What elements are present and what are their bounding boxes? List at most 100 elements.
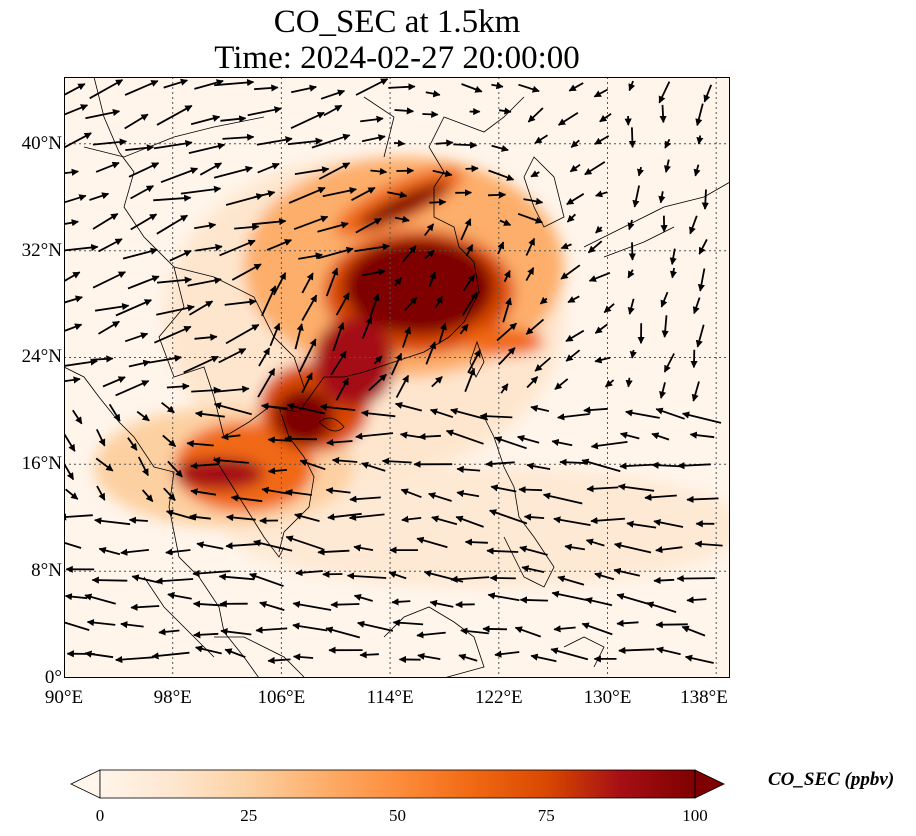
wind-arrow: [330, 601, 360, 609]
wind-arrow: [391, 598, 411, 606]
wind-arrow: [64, 593, 88, 601]
wind-arrow: [587, 240, 603, 254]
wind-arrow: [322, 187, 357, 198]
wind-arrow: [225, 323, 260, 345]
wind-arrow: [627, 219, 635, 231]
wind-arrow: [94, 303, 130, 312]
wind-arrow: [664, 138, 672, 149]
wind-arrow: [96, 485, 106, 501]
wind-arrow: [613, 542, 652, 554]
wind-arrow: [285, 488, 312, 497]
wind-arrow: [153, 139, 193, 150]
wind-arrow: [115, 655, 154, 664]
wind-arrow: [317, 548, 350, 556]
wind-arrow: [658, 81, 671, 104]
wind-arrow: [65, 488, 79, 500]
lat-tick-24: 24°N: [21, 346, 62, 367]
wind-arrow: [651, 432, 670, 441]
wind-arrow: [295, 569, 323, 577]
lon-tick-98: 98°E: [153, 687, 192, 708]
wind-arrow: [298, 252, 323, 260]
wind-arrow: [165, 548, 191, 556]
wind-arrow: [431, 515, 458, 526]
wind-arrow: [84, 650, 114, 659]
wind-arrow: [125, 144, 155, 152]
plot-title: CO_SEC at 1.5km: [273, 4, 521, 40]
wind-arrow: [669, 248, 677, 266]
colorbar-gradient: [100, 770, 695, 798]
wind-arrow: [613, 567, 640, 577]
wind-arrow: [325, 267, 339, 297]
wind-arrow: [286, 402, 326, 415]
wind-arrow: [424, 249, 435, 260]
wind-arrow: [491, 144, 509, 152]
wind-arrow: [534, 357, 551, 372]
wind-arrow: [64, 323, 83, 333]
wind-arrow: [390, 352, 403, 376]
wind-arrow: [395, 374, 410, 398]
wind-arrow: [530, 653, 557, 663]
wind-arrow: [632, 185, 640, 208]
wind-arrow: [120, 548, 149, 556]
wind-arrow: [581, 622, 613, 636]
wind-arrow: [128, 359, 151, 368]
wind-arrow: [455, 515, 484, 528]
wind-arrow: [190, 462, 219, 470]
wind-arrow: [698, 238, 708, 255]
wind-arrow: [108, 403, 121, 422]
wind-arrow: [354, 243, 391, 252]
lon-tick-138: 138°E: [680, 687, 728, 708]
wind-arrow: [464, 538, 488, 546]
wind-arrow: [225, 513, 256, 522]
wind-arrow: [432, 169, 453, 178]
wind-arrow: [222, 133, 255, 141]
wind-arrow: [459, 323, 469, 335]
wind-arrow: [594, 572, 615, 581]
wind-arrow: [368, 373, 387, 392]
wind-arrow: [64, 295, 83, 304]
wind-arrow: [292, 653, 314, 661]
wind-arrow: [594, 356, 611, 364]
wind-arrow: [370, 167, 388, 176]
wind-arrow: [148, 354, 182, 364]
wind-arrow: [64, 271, 81, 283]
wind-arrow: [115, 380, 150, 397]
wind-arrow: [151, 651, 190, 660]
wind-arrow: [521, 565, 545, 573]
wind-arrow: [166, 382, 190, 391]
wind-arrow: [428, 271, 437, 288]
wind-arrow: [64, 132, 92, 149]
wind-arrow: [402, 326, 412, 348]
wind-arrow: [416, 631, 446, 639]
wind-arrow: [186, 440, 214, 448]
wind-arrow: [294, 323, 304, 350]
map-plot: [64, 77, 730, 678]
wind-arrow: [361, 316, 373, 339]
wind-arrow: [567, 295, 580, 304]
wind-arrow: [89, 192, 110, 201]
wind-arrow: [588, 271, 611, 282]
wind-arrow: [661, 315, 669, 338]
wind-arrow: [86, 619, 116, 627]
wind-arrow: [560, 264, 581, 280]
wind-arrow: [542, 492, 583, 505]
wind-arrow: [605, 379, 615, 388]
wind-arrow: [530, 404, 550, 412]
wind-arrow: [72, 409, 83, 425]
wind-arrow: [128, 516, 148, 524]
wind-arrow: [425, 90, 441, 98]
wind-arrow: [355, 78, 389, 96]
wind-arrow: [659, 382, 667, 399]
wind-arrow: [219, 239, 256, 257]
wind-arrow: [619, 431, 640, 440]
wind-arrow: [154, 325, 192, 344]
wind-arrow: [456, 465, 481, 473]
wind-arrow: [693, 164, 701, 177]
wind-arrow: [695, 103, 704, 127]
wind-arrow: [247, 106, 282, 117]
wind-arrow: [460, 218, 472, 241]
wind-arrow: [301, 372, 313, 394]
wind-arrow: [695, 324, 705, 348]
wind-arrow: [401, 515, 422, 523]
wind-arrow: [92, 138, 128, 146]
